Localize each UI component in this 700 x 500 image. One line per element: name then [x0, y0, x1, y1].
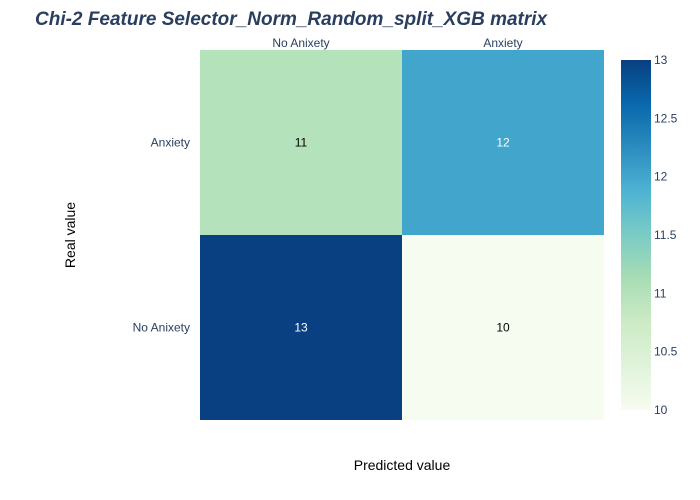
chart-title: Chi-2 Feature Selector_Norm_Random_split… — [35, 9, 549, 30]
cell-value-label: 11 — [295, 136, 308, 150]
x-tick-label: No Anixety — [272, 36, 329, 50]
colorbar-tick-label: 11.5 — [654, 228, 677, 242]
heatmap-cell — [402, 50, 604, 235]
heatmap-cells: 11 12 13 10 — [200, 50, 604, 420]
y-tick-label: Anxiety — [151, 136, 190, 150]
colorbar-tick-label: 10.5 — [654, 345, 678, 359]
colorbar-tick-labels: 13 12.5 12 11.5 11 10.5 10 — [654, 53, 678, 417]
heatmap-cell — [200, 235, 402, 420]
colorbar-tick-label: 12.5 — [654, 111, 678, 125]
colorbar-tick-label: 13 — [654, 53, 668, 67]
cell-value-label: 12 — [496, 136, 510, 150]
colorbar-tick-label: 10 — [654, 403, 668, 417]
x-tick-label: Anxiety — [483, 36, 522, 50]
x-tick-labels: No Anixety Anxiety — [272, 36, 522, 50]
y-axis-title: Real value — [62, 202, 78, 268]
colorbar-tick-label: 11 — [654, 286, 667, 300]
cell-value-label: 13 — [294, 321, 308, 335]
colorbar-tick-label: 12 — [654, 170, 668, 184]
x-axis-title: Predicted value — [354, 457, 451, 473]
colorbar — [621, 60, 651, 410]
heatmap-cell — [200, 50, 402, 235]
y-tick-labels: Anxiety No Anixety — [133, 136, 190, 335]
y-tick-label: No Anixety — [133, 321, 190, 335]
cell-value-label: 10 — [496, 321, 510, 335]
heatmap-cell — [402, 235, 604, 420]
